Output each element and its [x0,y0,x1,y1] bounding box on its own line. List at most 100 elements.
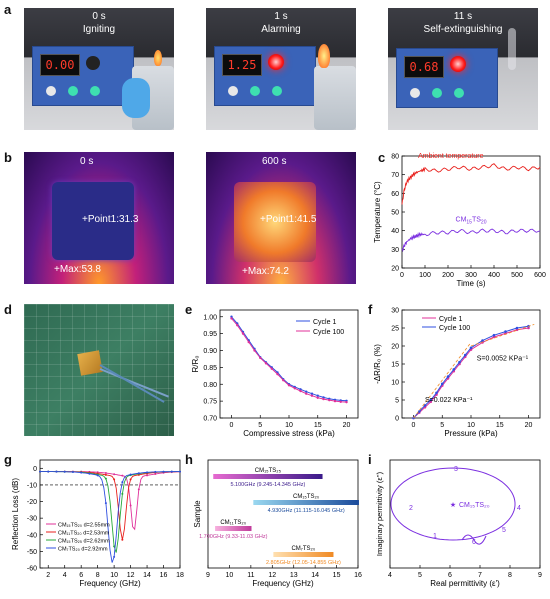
chart-i: 4 5 6 7 8 9 Real permittivity (ε') Imaginary pe… [375,459,542,588]
series-line-ambient [401,163,541,205]
y-axis-label: Imaginary permittivity (ε'') [375,471,384,556]
legend-label: Cycle 1 [439,316,462,323]
data-point [293,387,296,390]
y-tick-label: 0.85 [203,365,217,372]
y-tick-label: 20 [391,344,399,351]
x-tick-label: 14 [311,572,319,579]
data-point [339,400,342,403]
data-point [452,368,456,371]
glass-bottle [314,66,356,130]
thermal-point-readout: +Point1:31.3 [82,214,139,225]
y-axis-label: Sample [193,500,202,528]
voltage-display: 0.00 [40,54,80,76]
x-tick-label: 4 [63,572,67,579]
x-tick-label: 11 [247,572,254,579]
x-tick-label: 0 [230,422,234,429]
thermal-image-600s: 600 s +Point1:41.5 +Max:74.2 [206,152,356,284]
x-tick-label: 20 [343,422,351,429]
plot-frame [207,459,359,569]
alarm-device-body [214,46,316,106]
bar-range-label: 4.930GHz (11.115-16.045 GHz) [268,508,345,514]
photo-igniting: 0.00 0 s Igniting [24,8,174,130]
x-axis-label: Pressure (kPa) [444,429,498,438]
data-point [146,474,149,477]
series-label-ambient: Ambient temperature [418,153,483,160]
x-tick-label: 2 [46,572,50,579]
x-tick-label: 15 [496,422,504,429]
fit-line [413,342,472,419]
panel-label-b: b [4,150,12,165]
data-point [236,323,239,327]
y-tick-label: -40 [27,532,37,539]
legend-label: CM₁₅TS₂₅ d=2.62mm [58,539,110,545]
panel-label-i: i [368,452,372,467]
thermal-time: 0 s [80,156,94,167]
y-tick-label: 60 [391,191,399,198]
data-point [322,397,325,401]
x-tick-label: 100 [419,272,431,279]
data-point [241,332,245,335]
x-axis-label: Compressive stress (kPa) [243,429,335,438]
data-point [429,398,433,402]
y-axis-label: R/R₀ [191,355,200,372]
voltage-display: 0.68 [404,56,444,78]
x-tick-label: 18 [176,572,184,579]
data-point [137,472,140,475]
y-tick-label: 0.75 [203,399,217,406]
data-point [282,379,285,382]
data-point [527,326,530,330]
data-point [162,470,165,473]
panel-label-f: f [368,302,373,317]
thermal-time: 600 s [262,156,287,167]
y-tick-label: -30 [27,516,37,523]
data-point [104,473,107,476]
data-point [71,471,74,474]
fit-line [470,324,535,347]
voltage-display: 1.25 [222,54,262,76]
sensor-sample [77,350,103,376]
data-point [39,470,41,473]
x-tick-label: 5 [418,572,422,579]
sample-block-heated [234,182,316,262]
x-tick-label: 0 [412,422,416,429]
y-axis-label: -ΔR/R₀ (%) [373,344,382,384]
data-point [333,399,337,403]
slope-annotation: S=0.0052 KPa⁻¹ [477,355,529,362]
center-label: CM₁₅TS₂₀ [459,502,490,509]
data-point [55,470,58,473]
photo-sensor-on-mat [24,304,174,436]
bar-sample-name: CM₁₅TS₂₅ [255,468,282,474]
y-tick-label: 50 [391,210,399,217]
y-tick-label: 0 [33,466,37,473]
y-tick-label: -10 [27,482,37,489]
bar-sample-name: CM₁₅TS₂₀ [293,494,320,500]
y-tick-label: -60 [27,566,37,573]
y-tick-label: -50 [27,549,37,556]
data-point [104,477,107,480]
y-tick-label: 80 [391,154,399,161]
thermal-max-readout: +Max:74.2 [242,266,289,277]
data-point [113,473,116,476]
y-tick-label: 0.95 [203,331,217,338]
y-tick-label: 25 [391,326,399,333]
y-tick-label: 0.90 [203,348,217,355]
y-axis-label: Reflection Loss (dB) [11,478,20,550]
series-line-cycle100 [413,325,529,419]
x-tick-label: 16 [354,572,362,579]
data-point [440,382,444,386]
data-point [310,394,314,397]
series-line-cm15ts20 [401,228,541,253]
x-tick-label: 16 [160,572,168,579]
x-tick-label: 6 [448,572,452,579]
data-point [121,474,124,477]
x-tick-label: 15 [333,572,341,579]
series-line-cycle1 [413,327,529,419]
x-axis-label: Frequency (GHz) [79,579,141,588]
data-point [96,474,99,477]
point-label: 3 [454,466,458,473]
x-tick-label: 10 [467,422,475,429]
data-point [146,471,149,474]
y-tick-label: 0 [395,416,399,423]
data-point [121,481,124,484]
data-point [316,394,319,397]
